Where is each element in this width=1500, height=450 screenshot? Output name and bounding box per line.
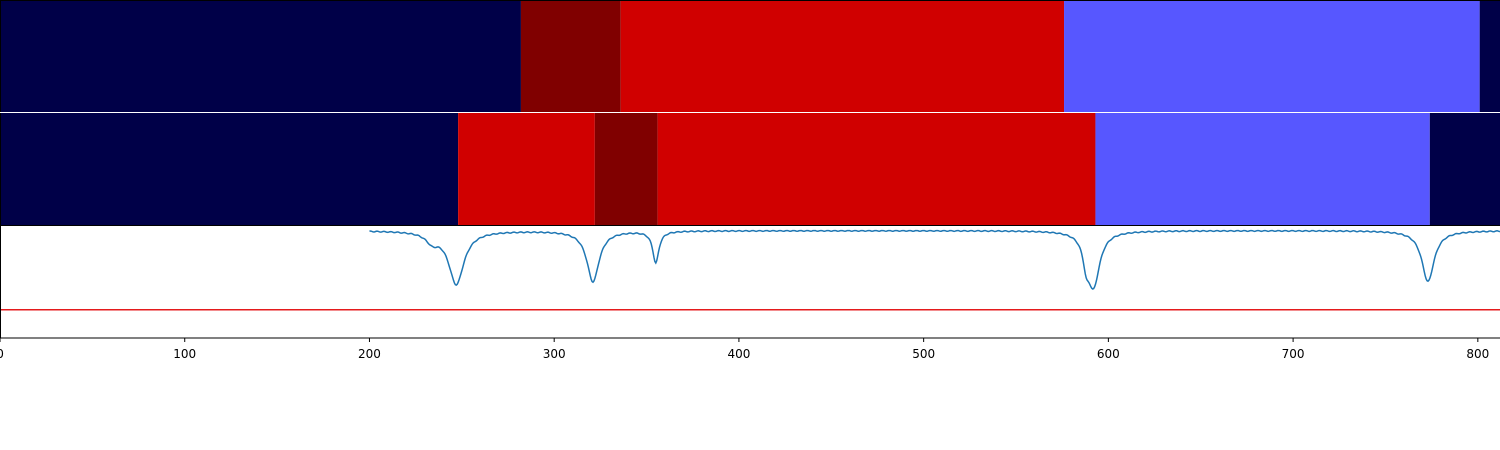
top-segment-3 <box>1064 0 1480 112</box>
top-segment-2 <box>620 0 1065 112</box>
x-tick-label-800: 800 <box>1466 347 1489 361</box>
middle-segment-2 <box>594 113 658 225</box>
line-plot-background <box>0 225 1500 338</box>
signal-line <box>369 229 1500 290</box>
middle-segment-panel <box>0 113 1500 225</box>
x-axis: 0 100 200 300 400 500 600 700 800 <box>0 338 1489 361</box>
middle-segment-5 <box>1429 113 1500 225</box>
x-tick-label-600: 600 <box>1097 347 1120 361</box>
x-tick-label-100: 100 <box>173 347 196 361</box>
middle-segment-4 <box>1095 113 1430 225</box>
x-tick-label-0: 0 <box>0 347 4 361</box>
panel-frames <box>0 0 1500 339</box>
top-segment-panel <box>0 0 1500 112</box>
middle-segment-0 <box>0 113 459 225</box>
x-tick-label-700: 700 <box>1282 347 1305 361</box>
middle-segment-3 <box>657 113 1096 225</box>
x-tick-label-500: 500 <box>912 347 935 361</box>
x-tick-label-200: 200 <box>358 347 381 361</box>
x-tick-label-400: 400 <box>727 347 750 361</box>
top-segment-0 <box>0 0 521 112</box>
top-segment-4 <box>1479 0 1500 112</box>
bottom-line-panel <box>0 225 1500 338</box>
top-segment-1 <box>520 0 621 112</box>
x-tick-label-300: 300 <box>543 347 566 361</box>
middle-segment-1 <box>458 113 595 225</box>
